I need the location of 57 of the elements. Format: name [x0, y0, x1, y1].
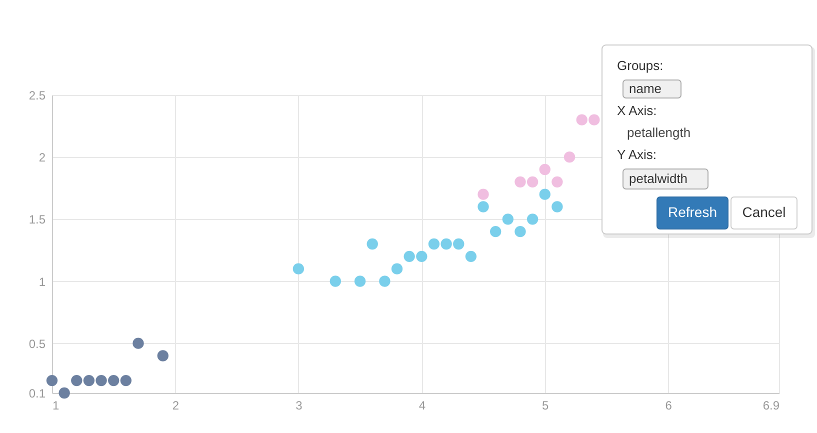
x-tick-label: 2	[172, 398, 180, 412]
annotation: Cancel	[742, 204, 786, 220]
annotation: X Axis:	[617, 103, 657, 118]
y-tick-label: 2	[38, 150, 46, 165]
point	[552, 176, 563, 188]
point	[46, 375, 58, 386]
point	[440, 238, 452, 250]
point	[552, 201, 563, 212]
point	[526, 214, 538, 225]
point	[478, 201, 489, 212]
x-tick-label: 5	[542, 398, 550, 412]
point	[576, 114, 588, 126]
y-tick-label: 2.5	[28, 88, 46, 102]
point	[292, 263, 304, 274]
point	[96, 375, 107, 386]
x-tick-label: 6	[665, 398, 672, 412]
point	[157, 350, 168, 362]
annotation: Y Axis:	[617, 147, 657, 162]
point	[391, 263, 403, 274]
point	[71, 375, 82, 386]
annotation: Refresh	[668, 204, 718, 220]
point	[564, 152, 576, 163]
point	[132, 338, 144, 349]
point	[58, 387, 70, 399]
annotation: name	[629, 81, 662, 96]
point	[465, 250, 477, 262]
annotation: petalwidth	[629, 171, 688, 186]
point	[526, 176, 538, 188]
point	[514, 176, 526, 188]
point	[502, 214, 514, 225]
point	[120, 375, 132, 386]
point	[404, 250, 415, 262]
point	[539, 164, 550, 176]
annotation: petallength	[627, 125, 691, 140]
point	[83, 375, 95, 386]
point	[379, 276, 390, 287]
x-tick-label: 1	[52, 398, 60, 412]
point	[478, 188, 489, 200]
point	[330, 276, 341, 287]
point	[453, 238, 464, 250]
point	[490, 226, 502, 238]
point	[416, 250, 428, 262]
x-tick-label: 6.9	[762, 398, 780, 412]
y-tick-label: 1.5	[28, 212, 46, 227]
point	[514, 226, 526, 238]
x-tick-label: 4	[418, 398, 426, 412]
point	[354, 276, 366, 287]
text: Groups:	[617, 58, 664, 73]
point	[366, 238, 378, 250]
point	[108, 375, 120, 386]
point	[428, 238, 440, 250]
y-tick-label: 0.1	[28, 386, 46, 400]
y-tick-label: 1	[38, 274, 46, 289]
point	[588, 114, 600, 126]
x-tick-label: 3	[296, 398, 303, 412]
y-tick-label: 0.5	[28, 336, 46, 351]
point	[539, 188, 550, 200]
